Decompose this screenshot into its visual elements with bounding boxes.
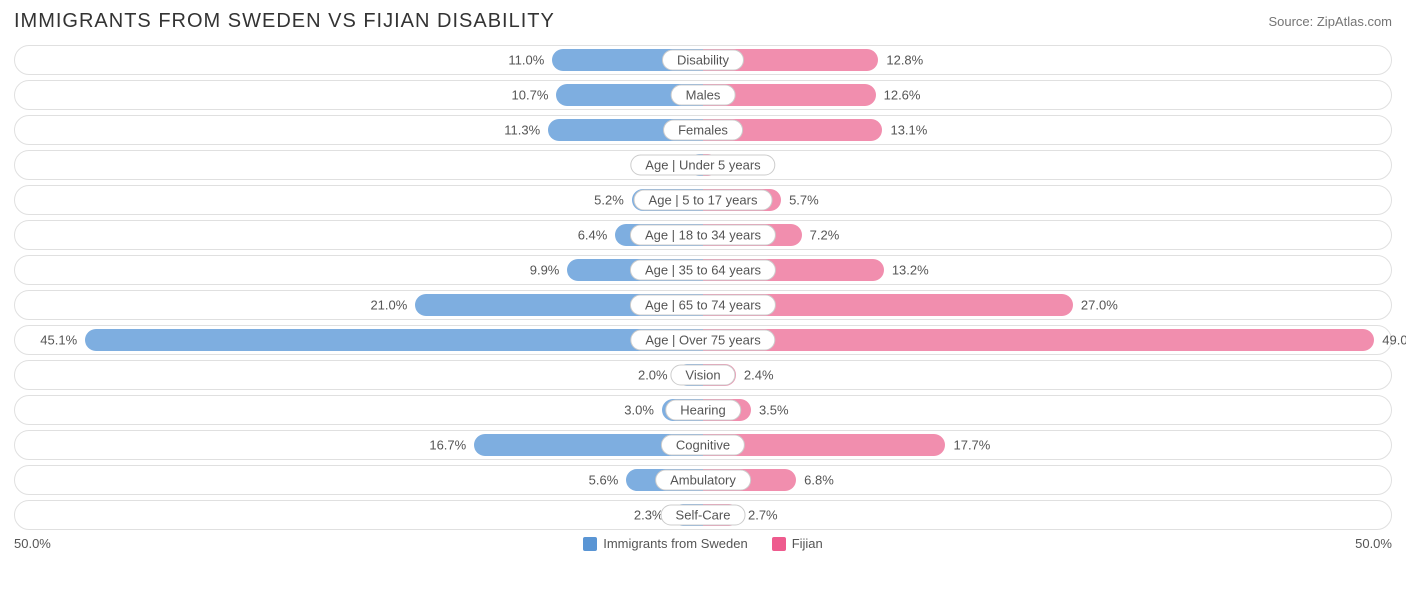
value-left: 45.1%: [40, 333, 77, 348]
category-label: Age | 18 to 34 years: [630, 225, 776, 246]
category-label: Vision: [670, 365, 735, 386]
category-label: Age | Under 5 years: [630, 155, 775, 176]
chart-row: 6.4% 7.2% Age | 18 to 34 years: [14, 220, 1392, 250]
axis-left-max: 50.0%: [14, 536, 51, 551]
value-left: 2.0%: [638, 368, 668, 383]
value-left: 5.2%: [594, 193, 624, 208]
value-right: 2.7%: [748, 508, 778, 523]
legend-item-right: Fijian: [772, 536, 823, 551]
chart-row: 45.1%49.0%Age | Over 75 years: [14, 325, 1392, 355]
source-attribution: Source: ZipAtlas.com: [1268, 14, 1392, 29]
legend-swatch-left: [583, 537, 597, 551]
value-right: 17.7%: [953, 438, 990, 453]
value-right: 12.8%: [886, 53, 923, 68]
category-label: Self-Care: [661, 505, 746, 526]
value-right: 7.2%: [810, 228, 840, 243]
value-left: 3.0%: [624, 403, 654, 418]
value-left: 11.0%: [508, 53, 544, 68]
legend-label-left: Immigrants from Sweden: [603, 536, 748, 551]
category-label: Disability: [662, 50, 744, 71]
axis-right-max: 50.0%: [1355, 536, 1392, 551]
value-left: 21.0%: [370, 298, 407, 313]
chart-footer: 50.0% Immigrants from Sweden Fijian 50.0…: [14, 536, 1392, 551]
header: IMMIGRANTS FROM SWEDEN VS FIJIAN DISABIL…: [14, 10, 1392, 33]
legend-label-right: Fijian: [792, 536, 823, 551]
chart-row: 5.6% 6.8% Ambulatory: [14, 465, 1392, 495]
value-right: 12.6%: [884, 88, 921, 103]
value-left: 5.6%: [589, 473, 619, 488]
chart-row: 1.1%1.2%Age | Under 5 years: [14, 150, 1392, 180]
value-right: 13.1%: [890, 123, 927, 138]
value-right: 3.5%: [759, 403, 789, 418]
category-label: Age | 5 to 17 years: [634, 190, 773, 211]
category-label: Ambulatory: [655, 470, 751, 491]
chart-row: 3.0% 3.5% Hearing: [14, 395, 1392, 425]
category-label: Females: [663, 120, 743, 141]
value-right: 27.0%: [1081, 298, 1118, 313]
legend-item-left: Immigrants from Sweden: [583, 536, 748, 551]
chart-row: 21.0% 27.0% Age | 65 to 74 years: [14, 290, 1392, 320]
chart-row: 11.0% 12.8% Disability: [14, 45, 1392, 75]
value-right: 13.2%: [892, 263, 929, 278]
chart-title: IMMIGRANTS FROM SWEDEN VS FIJIAN DISABIL…: [14, 10, 555, 33]
chart-row: 16.7% 17.7% Cognitive: [14, 430, 1392, 460]
chart-row: 9.9% 13.2% Age | 35 to 64 years: [14, 255, 1392, 285]
category-label: Cognitive: [661, 435, 745, 456]
value-left: 16.7%: [429, 438, 466, 453]
legend-swatch-right: [772, 537, 786, 551]
category-label: Age | 35 to 64 years: [630, 260, 776, 281]
legend: Immigrants from Sweden Fijian: [583, 536, 823, 551]
value-left: 2.3%: [634, 508, 664, 523]
chart-row: 5.2% 5.7% Age | 5 to 17 years: [14, 185, 1392, 215]
value-right: 49.0%: [1382, 333, 1406, 348]
bar-left: [85, 329, 703, 351]
category-label: Hearing: [665, 400, 741, 421]
value-right: 2.4%: [744, 368, 774, 383]
value-left: 11.3%: [504, 123, 540, 138]
bar-right: [703, 329, 1374, 351]
chart-row: 2.0% 2.4% Vision: [14, 360, 1392, 390]
category-label: Age | 65 to 74 years: [630, 295, 776, 316]
chart-row: 11.3% 13.1% Females: [14, 115, 1392, 145]
value-right: 5.7%: [789, 193, 819, 208]
diverging-bar-chart: 11.0% 12.8% Disability 10.7% 12.6% Males 11.3%…: [14, 45, 1392, 530]
category-label: Age | Over 75 years: [630, 330, 775, 351]
category-label: Males: [671, 85, 736, 106]
value-left: 10.7%: [512, 88, 549, 103]
chart-row: 10.7% 12.6% Males: [14, 80, 1392, 110]
value-left: 6.4%: [578, 228, 608, 243]
chart-row: 2.3% 2.7%Self-Care: [14, 500, 1392, 530]
value-right: 6.8%: [804, 473, 834, 488]
value-left: 9.9%: [530, 263, 560, 278]
